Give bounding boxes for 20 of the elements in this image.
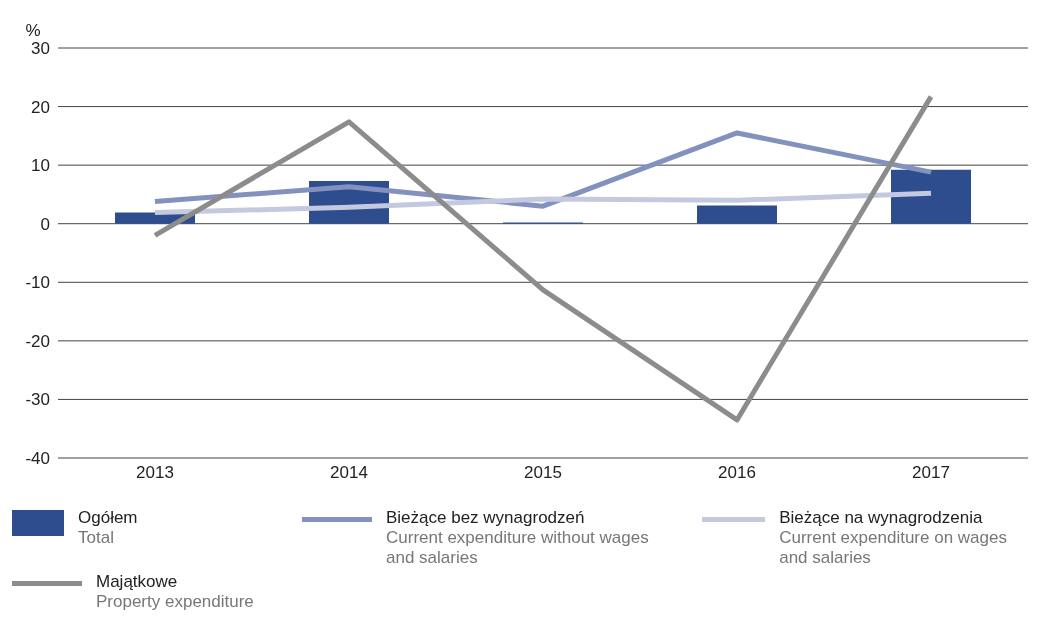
- y-tick-label: 0: [40, 214, 50, 234]
- y-tick-label: -20: [25, 331, 50, 351]
- bar: [891, 169, 971, 224]
- x-tick-label: 2017: [912, 463, 950, 483]
- y-tick-label: -40: [25, 449, 50, 469]
- x-tick-label: 2014: [330, 463, 368, 483]
- y-axis-title: %: [25, 21, 41, 40]
- legend-label: Bieżące na wynagrodzenia Current expenditure on wages and salaries: [779, 508, 1008, 568]
- x-tick-label: 2015: [524, 463, 562, 483]
- x-tick-label: 2013: [136, 463, 174, 483]
- y-tick-label: -10: [25, 273, 50, 293]
- y-tick-label: -30: [25, 390, 50, 410]
- y-tick-label: 20: [31, 97, 50, 117]
- legend-label: Ogółem Total: [78, 508, 138, 548]
- y-tick-label: 10: [31, 156, 50, 176]
- y-tick-label: 30: [31, 39, 50, 59]
- legend-label: Majątkowe Property expenditure: [96, 572, 254, 612]
- x-tick-label: 2016: [718, 463, 756, 483]
- bar: [697, 205, 777, 224]
- legend-label: Bieżące bez wynagrodzeń Current expenditure without wages and salaries: [386, 508, 650, 568]
